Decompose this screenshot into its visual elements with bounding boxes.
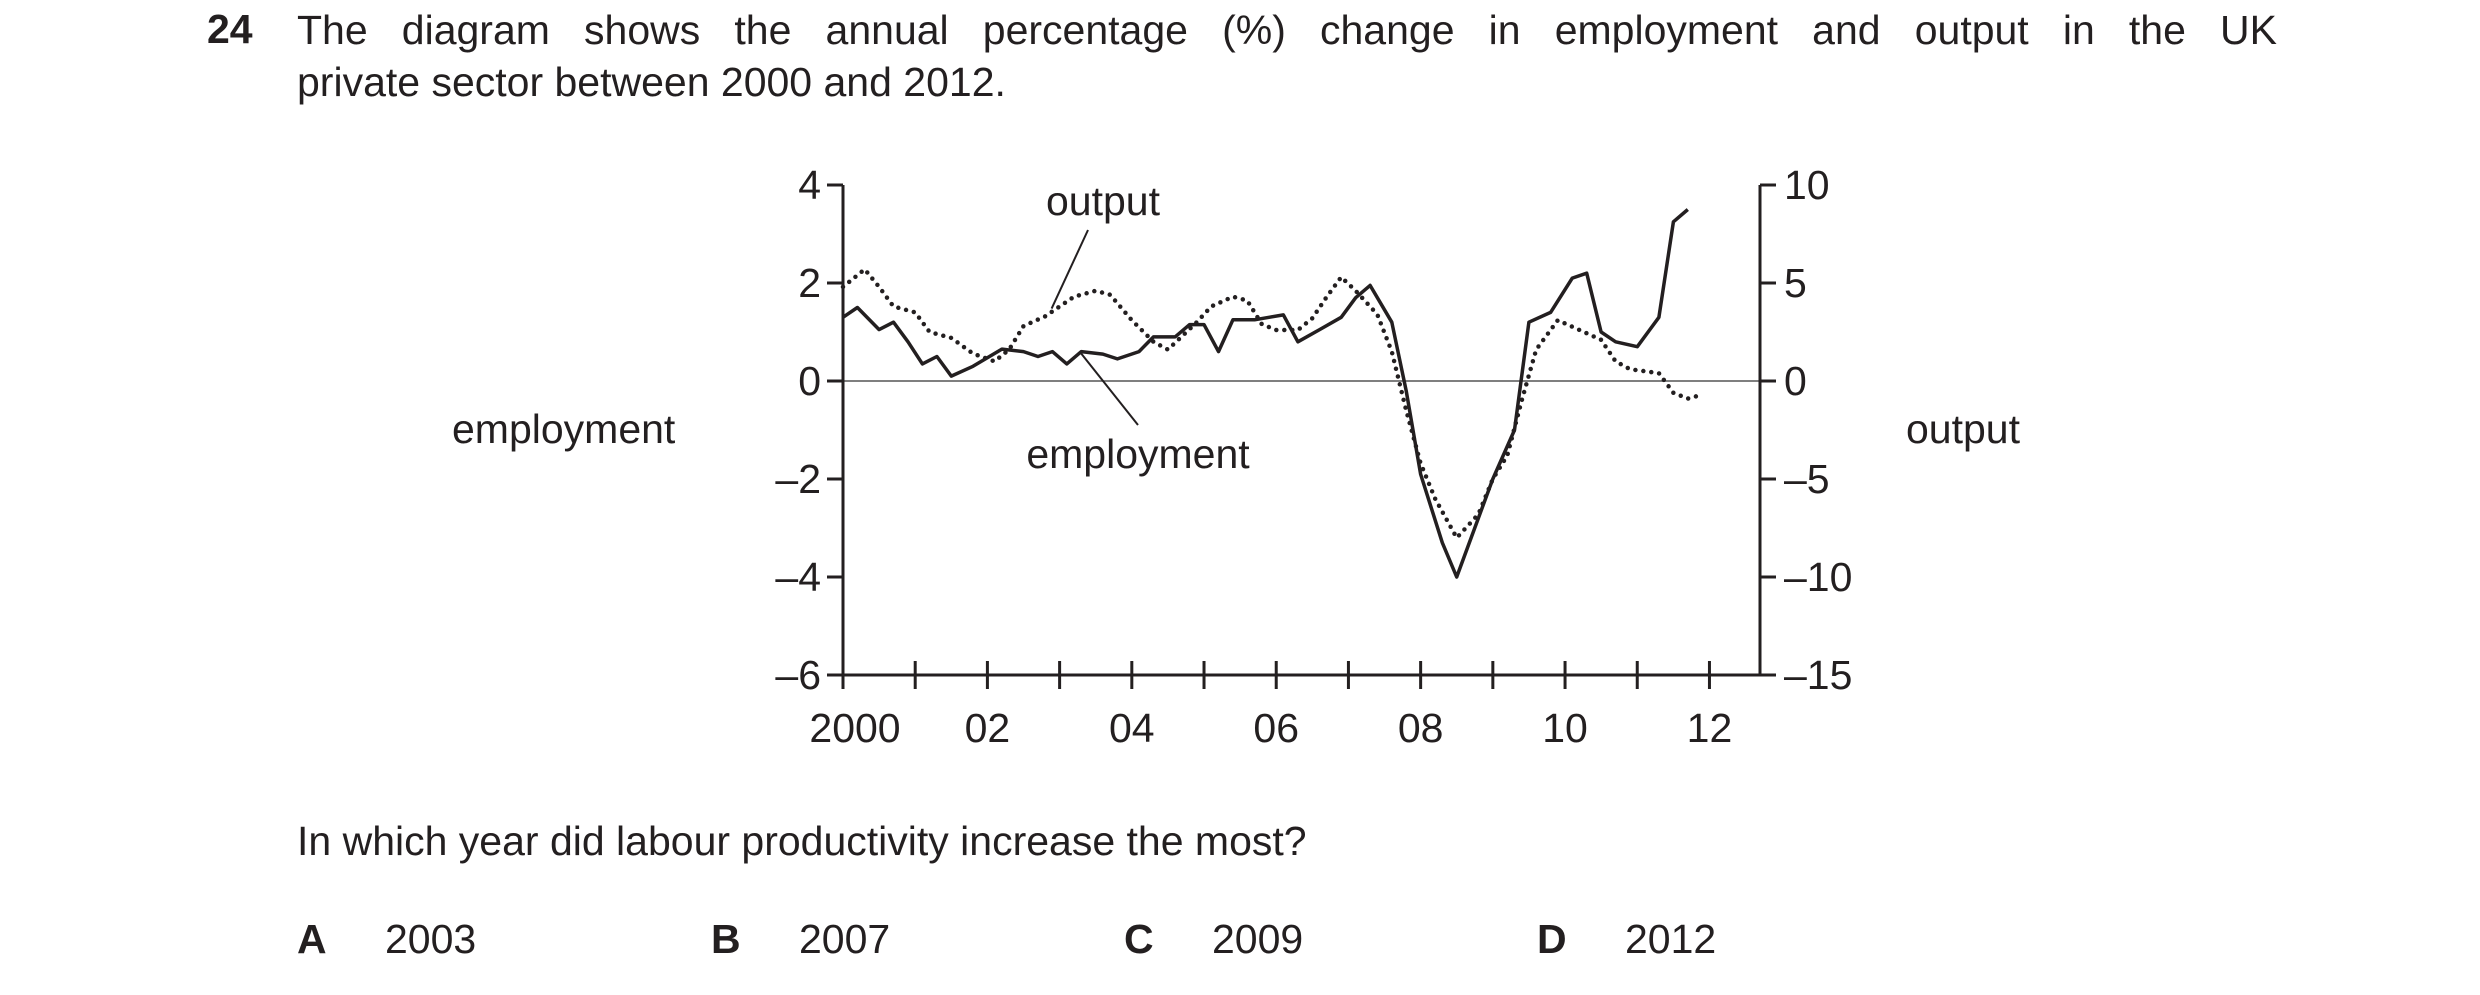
employment-series-line bbox=[842, 208, 1689, 579]
output-annotation: output bbox=[1046, 178, 1161, 224]
right-tick-label: 5 bbox=[1784, 260, 1807, 306]
x-tick-label: 10 bbox=[1542, 705, 1588, 751]
question-number: 24 bbox=[207, 6, 253, 52]
option-b[interactable]: B 2007 bbox=[711, 916, 890, 963]
left-tick-label: 2 bbox=[798, 260, 821, 306]
right-tick-label: –10 bbox=[1784, 554, 1852, 600]
option-d-letter: D bbox=[1537, 916, 1567, 962]
left-tick-label: –2 bbox=[775, 456, 821, 502]
x-tick-label: 12 bbox=[1687, 705, 1733, 751]
option-d[interactable]: D 2012 bbox=[1537, 916, 1716, 963]
output-annotation-leader bbox=[1050, 229, 1089, 309]
left-tick-label: 4 bbox=[798, 162, 821, 208]
option-c-letter: C bbox=[1124, 916, 1154, 962]
question-text-line-2: private sector between 2000 and 2012. bbox=[297, 59, 1006, 105]
option-a-value: 2003 bbox=[385, 916, 477, 962]
option-a[interactable]: A 2003 bbox=[297, 916, 476, 963]
left-axis-label: employment bbox=[452, 406, 676, 452]
question-prompt: In which year did labour productivity in… bbox=[297, 818, 1307, 864]
left-tick-label: 0 bbox=[798, 358, 821, 404]
x-tick-label: 02 bbox=[965, 705, 1011, 751]
option-c[interactable]: C 2009 bbox=[1124, 916, 1303, 963]
employment-annotation: employment bbox=[1026, 431, 1250, 477]
right-tick-label: 10 bbox=[1784, 162, 1830, 208]
option-b-letter: B bbox=[711, 916, 741, 962]
question-text-line-1: The diagram shows the annual percentage … bbox=[297, 7, 2277, 53]
x-tick-label: 04 bbox=[1109, 705, 1155, 751]
option-a-letter: A bbox=[297, 916, 327, 962]
right-tick-label: –5 bbox=[1784, 456, 1830, 502]
question-text: The diagram shows the annual percentage … bbox=[297, 4, 2277, 108]
x-tick-label: 08 bbox=[1398, 705, 1444, 751]
employment-annotation-leader bbox=[1080, 352, 1139, 426]
option-d-value: 2012 bbox=[1625, 916, 1717, 962]
option-c-value: 2009 bbox=[1212, 916, 1304, 962]
right-axis-label: output bbox=[1906, 406, 2020, 452]
x-tick-label: 06 bbox=[1253, 705, 1299, 751]
x-tick-label: 2000 bbox=[809, 705, 900, 751]
right-tick-label: 0 bbox=[1784, 358, 1807, 404]
output-series-line bbox=[840, 267, 1705, 541]
left-tick-label: –4 bbox=[775, 554, 821, 600]
option-b-value: 2007 bbox=[799, 916, 891, 962]
right-tick-label: –15 bbox=[1784, 652, 1852, 698]
left-tick-label: –6 bbox=[775, 652, 821, 698]
